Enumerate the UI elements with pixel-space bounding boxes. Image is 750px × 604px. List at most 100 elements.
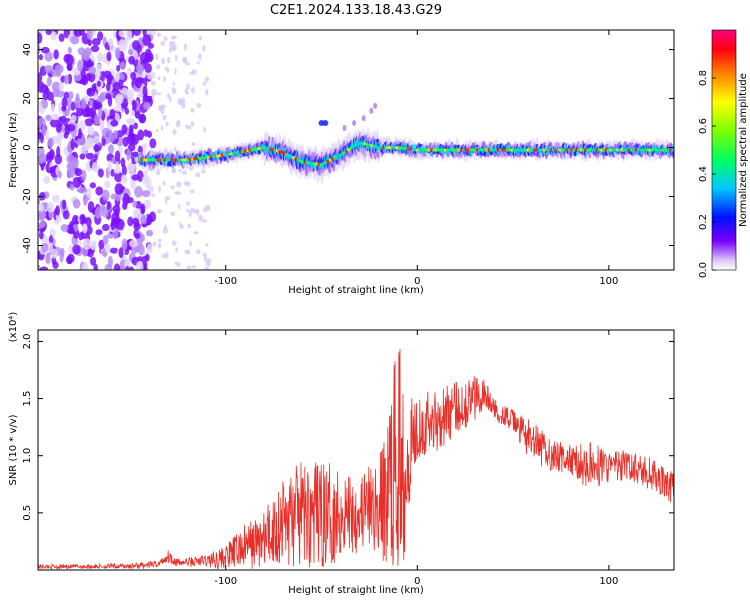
noise-blob <box>72 199 81 209</box>
noise-blob <box>156 92 162 96</box>
noise-blob <box>185 91 190 95</box>
y-tick-label: 1.0 <box>22 448 33 464</box>
ridge-peak <box>443 148 447 152</box>
noise-blob <box>118 39 128 52</box>
noise-blob <box>203 126 207 133</box>
ridge-peak <box>570 148 574 152</box>
noise-blob <box>78 128 83 140</box>
noise-blob <box>165 121 169 127</box>
branch-cell <box>342 124 347 131</box>
ridge-peak <box>549 148 553 152</box>
noise-blob <box>163 76 167 82</box>
ridge-peak <box>648 148 652 152</box>
noise-blob <box>46 76 52 87</box>
noise-blob <box>132 100 137 111</box>
ridge-peak <box>496 148 500 152</box>
noise-blob <box>60 247 65 257</box>
ridge-peak <box>422 148 427 152</box>
noise-blob <box>176 119 181 125</box>
noise-blob <box>110 193 116 200</box>
ridge-peak <box>445 148 450 152</box>
noise-blob <box>48 235 54 244</box>
y-tick-label: 20 <box>22 92 33 105</box>
noise-blob <box>141 143 147 153</box>
noise-blob <box>198 35 202 41</box>
noise-blob <box>161 253 167 259</box>
noise-blob <box>53 49 59 60</box>
noise-blob <box>174 261 178 266</box>
ridge-peak <box>558 148 562 152</box>
chart-title: C2E1.2024.133.18.43.G29 <box>270 3 442 18</box>
ridge-peak <box>174 158 178 162</box>
noise-blob <box>126 30 133 41</box>
ridge-peak <box>588 148 592 152</box>
noise-blob <box>131 174 140 181</box>
ridge-peak <box>593 148 597 152</box>
noise-blob <box>82 238 92 250</box>
ridge-peak <box>613 148 617 152</box>
noise-blob <box>205 260 211 267</box>
noise-blob <box>107 255 113 268</box>
ridge-peak <box>581 148 585 152</box>
noise-blob <box>58 33 65 42</box>
noise-blob <box>146 71 156 80</box>
ridge-peak <box>586 148 590 152</box>
noise-blob <box>81 51 87 59</box>
noise-blob <box>128 239 138 248</box>
noise-blob <box>162 181 166 186</box>
noise-blob <box>69 184 75 191</box>
ridge-peak <box>181 158 185 162</box>
noise-blob <box>170 211 176 217</box>
noise-blob <box>76 107 84 117</box>
ridge-peak <box>439 148 443 152</box>
noise-blob <box>38 132 43 140</box>
noise-blob <box>174 67 177 75</box>
noise-blob <box>66 165 76 178</box>
ridge-peak <box>354 143 358 147</box>
noise-blob <box>114 171 123 183</box>
noise-blob <box>133 122 138 130</box>
noise-blob <box>167 93 171 99</box>
noise-blob <box>202 219 208 223</box>
noise-blob <box>118 30 125 38</box>
ridge-peak <box>147 158 151 162</box>
noise-blob <box>76 137 86 146</box>
ridge-peak <box>342 151 346 155</box>
ridge-peak <box>503 148 507 152</box>
snr-y-ticks: 0.5 1.0 1.5 2.0 <box>22 333 674 521</box>
noise-blob <box>197 61 200 65</box>
colorbar-gradient <box>711 29 737 271</box>
ridge-peak <box>137 158 142 162</box>
noise-blob <box>141 255 149 263</box>
noise-blob <box>47 137 54 148</box>
noise-blob <box>85 152 95 160</box>
noise-blob <box>138 113 147 124</box>
ridge-peak <box>627 148 631 152</box>
snr-y-scale-label: (x10⁴) <box>8 312 19 343</box>
noise-blob <box>186 83 190 91</box>
ridge-peak <box>381 145 385 150</box>
noise-blob <box>160 104 166 110</box>
ridge-peak <box>620 148 624 152</box>
noise-blob <box>41 124 47 137</box>
noise-blob <box>127 161 136 173</box>
noise-blob <box>95 186 104 196</box>
noise-blob <box>156 64 161 70</box>
ridge-peak <box>577 148 581 152</box>
noise-blob <box>148 211 157 223</box>
noise-blob <box>189 240 193 247</box>
noise-blob <box>94 114 100 126</box>
ridge-peak <box>160 158 165 162</box>
noise-blob <box>146 243 153 254</box>
ridge-peak <box>344 149 349 153</box>
noise-blob <box>45 254 51 264</box>
noise-blob <box>172 82 176 86</box>
noise-blob <box>198 53 202 61</box>
noise-blob <box>174 191 180 195</box>
ridge-peak <box>383 145 388 150</box>
noise-blob <box>128 48 134 56</box>
ridge-peak <box>420 148 424 152</box>
ridge-peak <box>441 148 445 152</box>
ridge-peak <box>455 148 459 152</box>
ridge-peak <box>154 158 158 162</box>
